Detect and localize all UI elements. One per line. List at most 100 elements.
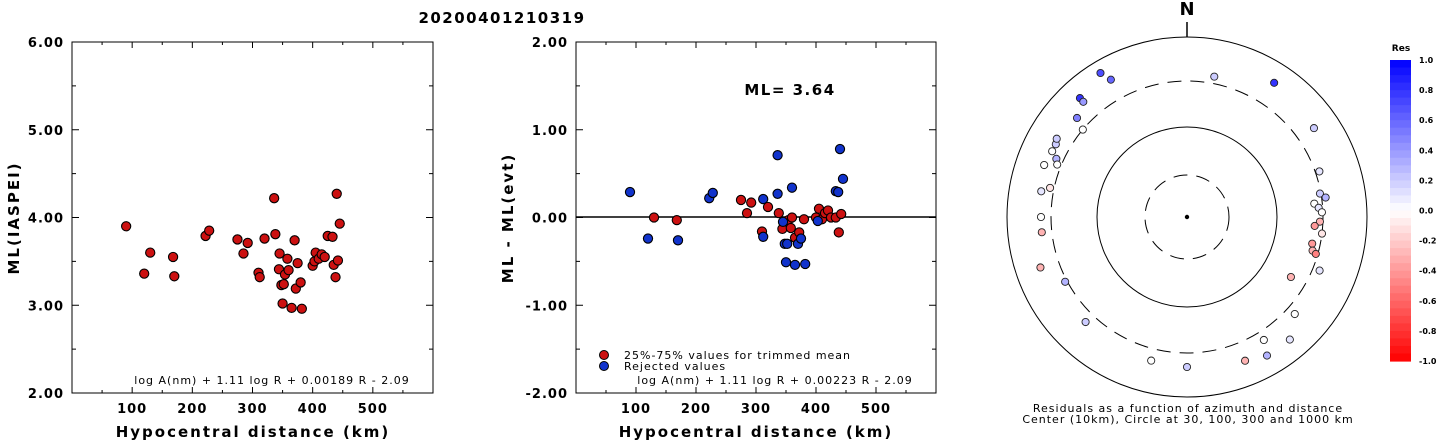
ml-point — [145, 247, 156, 258]
ml-point — [282, 253, 293, 264]
rejected-point — [834, 143, 846, 155]
x-tick-label: 100 — [117, 402, 147, 417]
residual-point — [1046, 183, 1055, 192]
panel-ml-residual: ML - ML(evt) Hypocentral distance (km) M… — [499, 36, 937, 441]
colorbar-segment — [1390, 157, 1411, 166]
colorbar-segment — [1390, 60, 1411, 69]
colorbar-segment — [1390, 233, 1411, 242]
north-label: N — [1179, 0, 1194, 20]
legend-marker-trimmed — [599, 350, 609, 360]
rejected-point — [786, 182, 798, 193]
rejected-point — [780, 257, 792, 268]
y-axis-label-left: ML(IASPEI) — [5, 161, 23, 274]
colorbar-title: Res — [1392, 44, 1410, 54]
ml-point — [283, 264, 294, 276]
trimmed-point — [741, 207, 753, 219]
ml-point — [289, 235, 300, 246]
colorbar-segment — [1390, 112, 1411, 121]
residual-point — [1037, 228, 1046, 237]
rejected-point — [812, 215, 823, 227]
residual-point — [1309, 124, 1319, 133]
residual-point — [1270, 78, 1279, 87]
colorbar-segment — [1390, 75, 1411, 84]
trimmed-point — [836, 208, 847, 220]
colorbar-tick-label: -1.0 — [1419, 357, 1437, 366]
x-tick-label: 300 — [237, 402, 267, 417]
colorbar-segment — [1390, 172, 1411, 181]
colorbar-segment — [1390, 210, 1411, 219]
residual-point — [1053, 160, 1062, 169]
residual-point — [1241, 356, 1250, 365]
residual-point — [1078, 125, 1087, 134]
rejected-point — [800, 258, 811, 270]
rejected-point — [772, 150, 783, 161]
colorbar-segment — [1390, 255, 1411, 264]
colorbar-segment — [1390, 278, 1411, 287]
ml-point — [278, 279, 289, 290]
center-marker — [1184, 214, 1190, 220]
colorbar-segment — [1390, 308, 1411, 317]
colorbar-segment — [1390, 315, 1411, 324]
ml-point — [254, 272, 265, 283]
residual-point — [1079, 97, 1088, 106]
ml-point — [139, 268, 150, 279]
colorbar-segment — [1390, 97, 1411, 106]
ml-point — [330, 272, 341, 283]
colorbar-segment — [1390, 293, 1411, 302]
colorbar-tick-label: -0.6 — [1419, 297, 1437, 306]
residual-point — [1321, 193, 1330, 202]
residual-point — [1052, 134, 1061, 143]
colorbar-segment — [1390, 285, 1411, 294]
residual-point — [1317, 208, 1326, 217]
colorbar-segment — [1390, 218, 1411, 227]
y-tick-label: -1.00 — [526, 299, 568, 314]
trimmed-point — [785, 222, 796, 234]
rejected-point — [777, 216, 789, 228]
colorbar-segment — [1390, 105, 1411, 114]
y-tick-label: 0.00 — [532, 212, 568, 227]
x-tick-label: 300 — [741, 402, 771, 417]
rejected-point — [782, 238, 793, 249]
colorbar-segment — [1390, 165, 1411, 174]
x-axis-label-middle: Hypocentral distance (km) — [619, 423, 894, 441]
colorbar-segment — [1390, 353, 1411, 362]
residual-point — [1048, 147, 1057, 156]
y-tick-label: 1.00 — [532, 124, 568, 139]
ml-point — [269, 193, 280, 204]
residual-point — [1290, 309, 1299, 319]
colorbar-segment — [1390, 180, 1411, 189]
colorbar-tick-label: -0.2 — [1419, 237, 1437, 246]
colorbar-tick-label: -0.4 — [1419, 267, 1437, 276]
circle-100km — [1096, 126, 1278, 308]
y-tick-label: 5.00 — [28, 124, 64, 139]
colorbar-segment — [1390, 225, 1411, 234]
trimmed-point — [833, 227, 844, 238]
colorbar-segment — [1390, 187, 1411, 197]
colorbar: Res 1.0 0.8 0.6 0.4 0.2 0.0 -0.2 -0.4 -0.6 -0.8 -1… — [1390, 44, 1437, 366]
trimmed-point — [648, 212, 660, 223]
colorbar-segment — [1390, 90, 1411, 99]
colorbar-segment — [1390, 82, 1411, 91]
colorbar-segment — [1390, 150, 1411, 159]
panel-ml-iaspei: ML(IASPEI) Hypocentral distance (km) log… — [5, 36, 434, 441]
y-axis-label-middle: ML - ML(evt) — [499, 153, 517, 283]
trimmed-point — [735, 194, 747, 206]
y-tick-label: 2.00 — [28, 387, 64, 402]
residual-point — [1315, 189, 1324, 198]
rejected-point — [772, 188, 783, 199]
residual-point — [1315, 167, 1324, 176]
ml-point — [334, 218, 345, 229]
trimmed-point — [762, 201, 774, 213]
ml-annotation: ML= 3.64 — [744, 81, 835, 99]
colorbar-segment — [1390, 120, 1411, 129]
colorbar-tick-label: 0.6 — [1419, 116, 1434, 125]
colorbar-segment — [1390, 270, 1411, 279]
colorbar-segment — [1390, 195, 1411, 204]
ml-point — [296, 303, 307, 314]
residual-point — [1311, 249, 1320, 258]
ml-point — [204, 225, 215, 236]
rejected-point — [789, 259, 801, 271]
rejected-point — [833, 186, 844, 198]
residual-point — [1147, 356, 1156, 365]
